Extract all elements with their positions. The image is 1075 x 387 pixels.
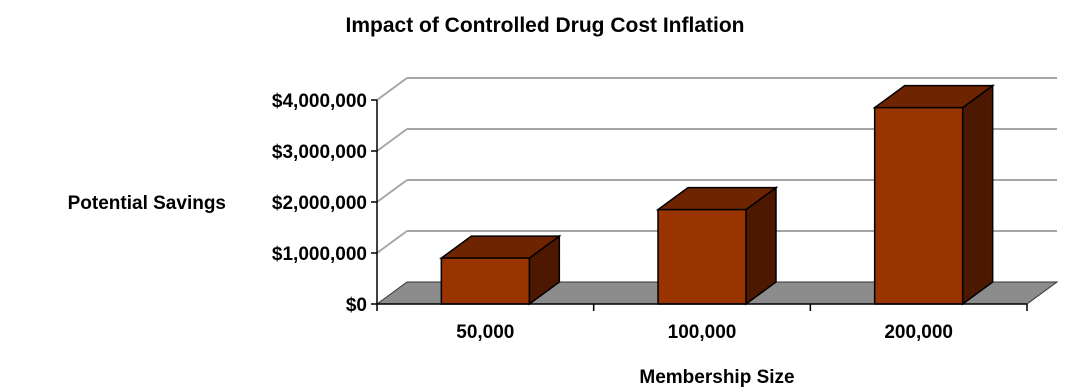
bar-front xyxy=(873,106,964,305)
gridline-diagonal xyxy=(376,128,408,152)
x-tick-label: 100,000 xyxy=(668,322,737,343)
bar xyxy=(872,84,995,306)
bar-side xyxy=(961,84,994,306)
y-tick-label: $3,000,000 xyxy=(272,142,367,163)
bars xyxy=(439,84,995,306)
y-tick-labels: $0 $1,000,000 $2,000,000 $3,000,000 $4,000,0… xyxy=(272,91,367,316)
gridline-diagonal xyxy=(376,77,408,101)
x-tick-label: 50,000 xyxy=(456,322,514,343)
gridline-diagonal xyxy=(376,230,408,254)
x-tick-labels: 50,000 100,000 200,000 xyxy=(456,322,953,343)
y-tick-label: $0 xyxy=(346,295,367,316)
x-axis-label: Membership Size xyxy=(639,367,794,387)
gridline-diagonal xyxy=(376,179,408,203)
y-tick-label: $2,000,000 xyxy=(272,193,367,214)
y-tick-label: $1,000,000 xyxy=(272,244,367,265)
x-tick-label: 200,000 xyxy=(884,322,953,343)
axes xyxy=(371,99,1028,311)
bar-front xyxy=(657,208,747,305)
bar xyxy=(439,234,562,306)
y-tick-label: $4,000,000 xyxy=(272,91,367,112)
bar-front xyxy=(440,257,531,305)
chart-title: Impact of Controlled Drug Cost Inflation xyxy=(346,14,745,37)
bar xyxy=(655,186,779,306)
y-axis-label: Potential Savings xyxy=(68,193,226,214)
